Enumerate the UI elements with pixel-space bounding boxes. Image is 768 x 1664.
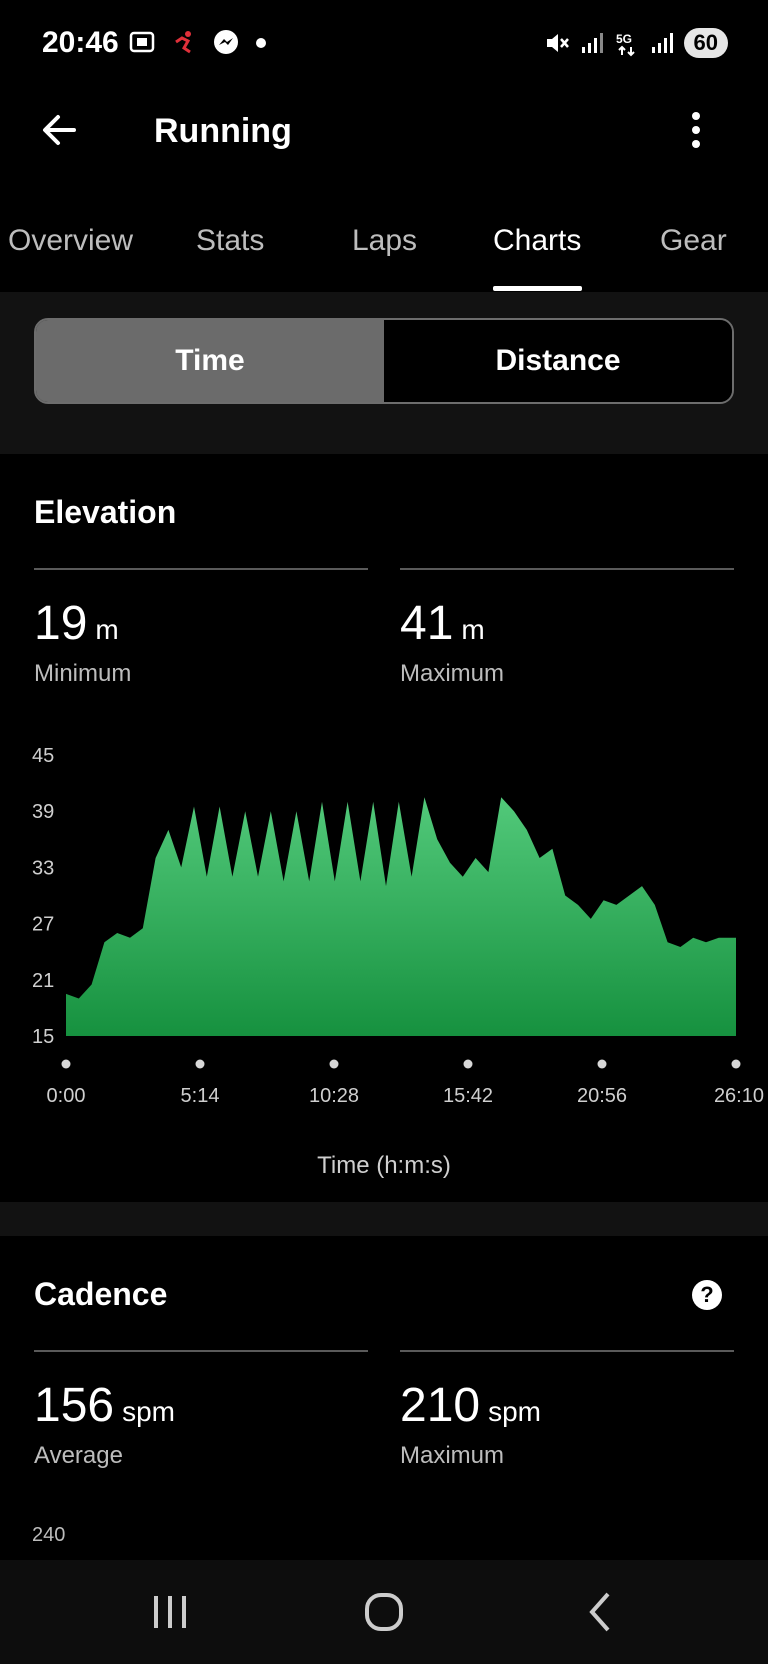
help-icon[interactable]: ? [692, 1280, 722, 1310]
cadence-y-tick: 240 [32, 1524, 66, 1546]
x-tick-dot [61, 1059, 71, 1069]
y-tick-label: 21 [32, 970, 54, 992]
distance-segment-button[interactable]: Distance [384, 320, 732, 402]
tab-bar: Overview Stats Laps Charts Gear [0, 210, 768, 292]
y-tick-label: 27 [32, 914, 54, 936]
divider [400, 568, 734, 570]
status-time: 20:46 [42, 26, 119, 59]
y-tick-label: 33 [32, 857, 54, 879]
tab-stats[interactable]: Stats [196, 224, 265, 257]
x-tick-label: 26:10 [714, 1085, 764, 1107]
x-tick-label: 5:14 [181, 1085, 220, 1107]
elevation-title: Elevation [34, 494, 177, 530]
divider [400, 1350, 734, 1352]
back-arrow-icon[interactable] [38, 108, 82, 152]
notification-dot-icon [256, 38, 266, 48]
time-distance-toggle: Time Distance [34, 318, 734, 404]
signal-icon-2 [651, 33, 673, 53]
tab-laps[interactable]: Laps [352, 224, 418, 257]
tab-gear[interactable]: Gear [660, 224, 727, 257]
y-tick-label: 45 [32, 745, 54, 767]
active-tab-indicator [493, 286, 582, 291]
divider [34, 1350, 368, 1352]
elevation-chart[interactable]: 45 39 33 27 21 15 0:00 5:14 10:28 15:42 20:56 26:1… [0, 730, 768, 1130]
elevation-min-label: Minimum [34, 660, 132, 687]
cadence-max-label: Maximum [400, 1442, 505, 1469]
system-nav-bar [0, 1560, 768, 1664]
y-tick-label: 39 [32, 801, 54, 823]
x-tick-dot [597, 1059, 607, 1069]
more-options-icon[interactable] [684, 108, 708, 152]
x-axis-title: Time (h:m:s) [317, 1152, 451, 1179]
tab-charts[interactable]: Charts [493, 224, 582, 257]
y-tick-label: 15 [32, 1026, 54, 1048]
running-app-icon [175, 31, 191, 54]
x-tick-label: 10:28 [309, 1085, 359, 1107]
page-title: Running [154, 112, 292, 150]
divider [34, 568, 368, 570]
x-tick-dot [195, 1059, 205, 1069]
tab-overview[interactable]: Overview [8, 224, 134, 257]
elevation-area [66, 797, 736, 1036]
status-bar: 20:46 [0, 0, 768, 90]
signal-icon [581, 33, 603, 53]
recent-apps-icon[interactable] [140, 1584, 200, 1640]
section-divider [0, 1202, 768, 1236]
cadence-title: Cadence [34, 1276, 168, 1312]
elevation-max-value: 41 m [400, 597, 485, 650]
cadence-max-value: 210 spm [400, 1379, 541, 1432]
cadence-average-label: Average [34, 1442, 123, 1469]
segment-area: Time Distance [0, 292, 768, 454]
x-tick-label: 20:56 [577, 1085, 627, 1107]
screenshot-icon [129, 31, 155, 53]
home-icon[interactable] [354, 1584, 414, 1640]
5g-icon: 5G [616, 32, 635, 57]
time-segment-button[interactable]: Time [36, 320, 384, 402]
app-bar: Running [0, 90, 768, 170]
mute-icon [546, 34, 569, 52]
elevation-max-label: Maximum [400, 660, 505, 687]
elevation-min-value: 19 m [34, 597, 119, 650]
x-tick-dot [731, 1059, 741, 1069]
x-tick-dot [463, 1059, 473, 1069]
x-tick-dot [329, 1059, 339, 1069]
back-nav-icon[interactable] [570, 1584, 630, 1640]
x-tick-label: 0:00 [47, 1085, 86, 1107]
svg-text:5G: 5G [616, 32, 632, 46]
battery-level: 60 [683, 28, 728, 58]
messenger-icon [214, 30, 238, 54]
x-tick-label: 15:42 [443, 1085, 493, 1107]
cadence-average-value: 156 spm [34, 1379, 175, 1432]
